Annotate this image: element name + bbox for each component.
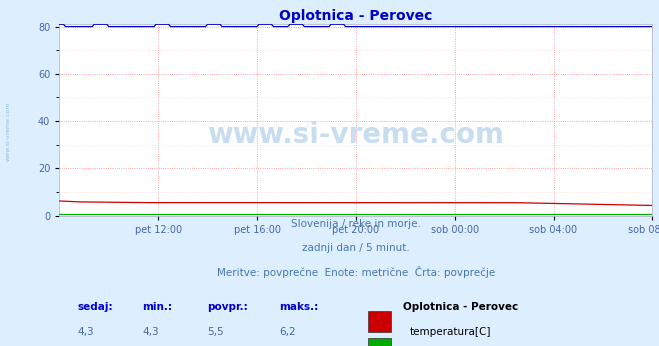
- Text: 4,3: 4,3: [142, 327, 159, 337]
- Title: Oplotnica - Perovec: Oplotnica - Perovec: [279, 9, 432, 23]
- Text: zadnji dan / 5 minut.: zadnji dan / 5 minut.: [302, 243, 410, 253]
- Text: maks.:: maks.:: [279, 302, 318, 312]
- Text: Slovenija / reke in morje.: Slovenija / reke in morje.: [291, 219, 421, 229]
- Text: Meritve: povprečne  Enote: metrične  Črta: povprečje: Meritve: povprečne Enote: metrične Črta:…: [217, 266, 495, 278]
- Text: temperatura[C]: temperatura[C]: [409, 327, 491, 337]
- Bar: [368, 338, 391, 346]
- Text: povpr.:: povpr.:: [208, 302, 248, 312]
- Text: www.si-vreme.com: www.si-vreme.com: [208, 121, 504, 149]
- Text: www.si-vreme.com: www.si-vreme.com: [5, 102, 11, 161]
- Text: 4,3: 4,3: [77, 327, 94, 337]
- Text: 6,2: 6,2: [279, 327, 295, 337]
- Bar: [368, 311, 391, 332]
- Text: Oplotnica - Perovec: Oplotnica - Perovec: [403, 302, 519, 312]
- Text: sedaj:: sedaj:: [77, 302, 113, 312]
- Text: min.:: min.:: [142, 302, 173, 312]
- Text: 5,5: 5,5: [208, 327, 224, 337]
